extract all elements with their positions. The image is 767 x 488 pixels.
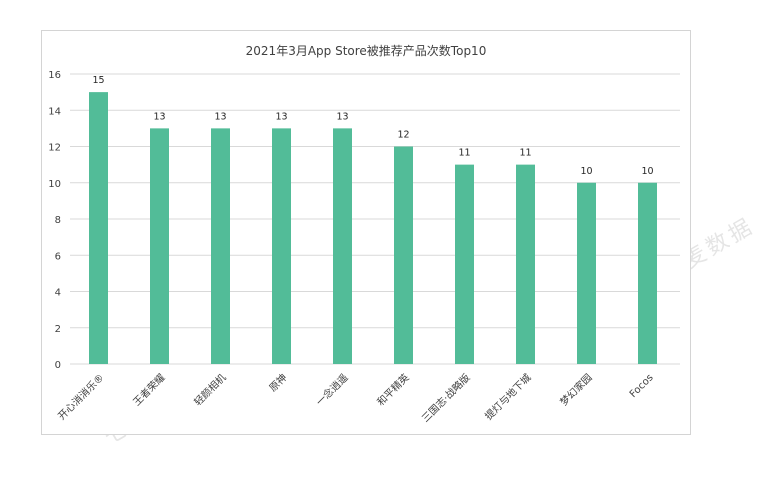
y-tick-label: 10 <box>48 179 61 190</box>
bar <box>638 182 657 364</box>
y-tick-label: 8 <box>55 215 61 226</box>
bar <box>516 164 535 364</box>
y-tick-label: 0 <box>55 360 61 371</box>
x-tick-label: 一念逍遥 <box>313 371 350 408</box>
x-tick-label: 开心消消乐® <box>55 371 107 423</box>
bar <box>394 146 413 364</box>
y-tick-label: 12 <box>48 143 61 154</box>
x-tick-label: 三国志·战略版 <box>419 371 473 425</box>
data-label: 13 <box>275 111 287 122</box>
data-label: 11 <box>519 148 531 159</box>
bar <box>455 164 474 364</box>
bar <box>211 128 230 364</box>
data-label: 10 <box>580 166 592 177</box>
chart-title: 2021年3月App Store被推荐产品次数Top10 <box>245 44 487 58</box>
bar <box>272 128 291 364</box>
y-tick-label: 6 <box>55 251 61 262</box>
x-tick-label: 王者荣耀 <box>131 372 168 409</box>
x-tick-label: 和平精英 <box>374 371 411 408</box>
data-label: 15 <box>92 75 104 86</box>
x-tick-label: 轻颜相机 <box>191 371 228 408</box>
y-tick-label: 14 <box>48 106 61 117</box>
y-tick-label: 2 <box>55 324 61 335</box>
y-tick-label: 16 <box>48 70 61 81</box>
data-label: 13 <box>336 111 348 122</box>
bar <box>150 128 169 364</box>
bar <box>577 182 596 364</box>
x-tick-label: 原神 <box>266 371 289 394</box>
bar <box>333 128 352 364</box>
data-label: 12 <box>397 130 409 141</box>
x-tick-label: Focos <box>628 372 656 400</box>
bar <box>89 92 108 364</box>
data-label: 13 <box>153 111 165 122</box>
data-label: 13 <box>214 111 226 122</box>
x-tick-label: 提灯与地下城 <box>482 371 534 423</box>
x-tick-label: 梦幻家园 <box>557 371 594 408</box>
data-label: 10 <box>641 166 653 177</box>
y-tick-label: 4 <box>55 288 61 299</box>
data-label: 11 <box>458 148 470 159</box>
